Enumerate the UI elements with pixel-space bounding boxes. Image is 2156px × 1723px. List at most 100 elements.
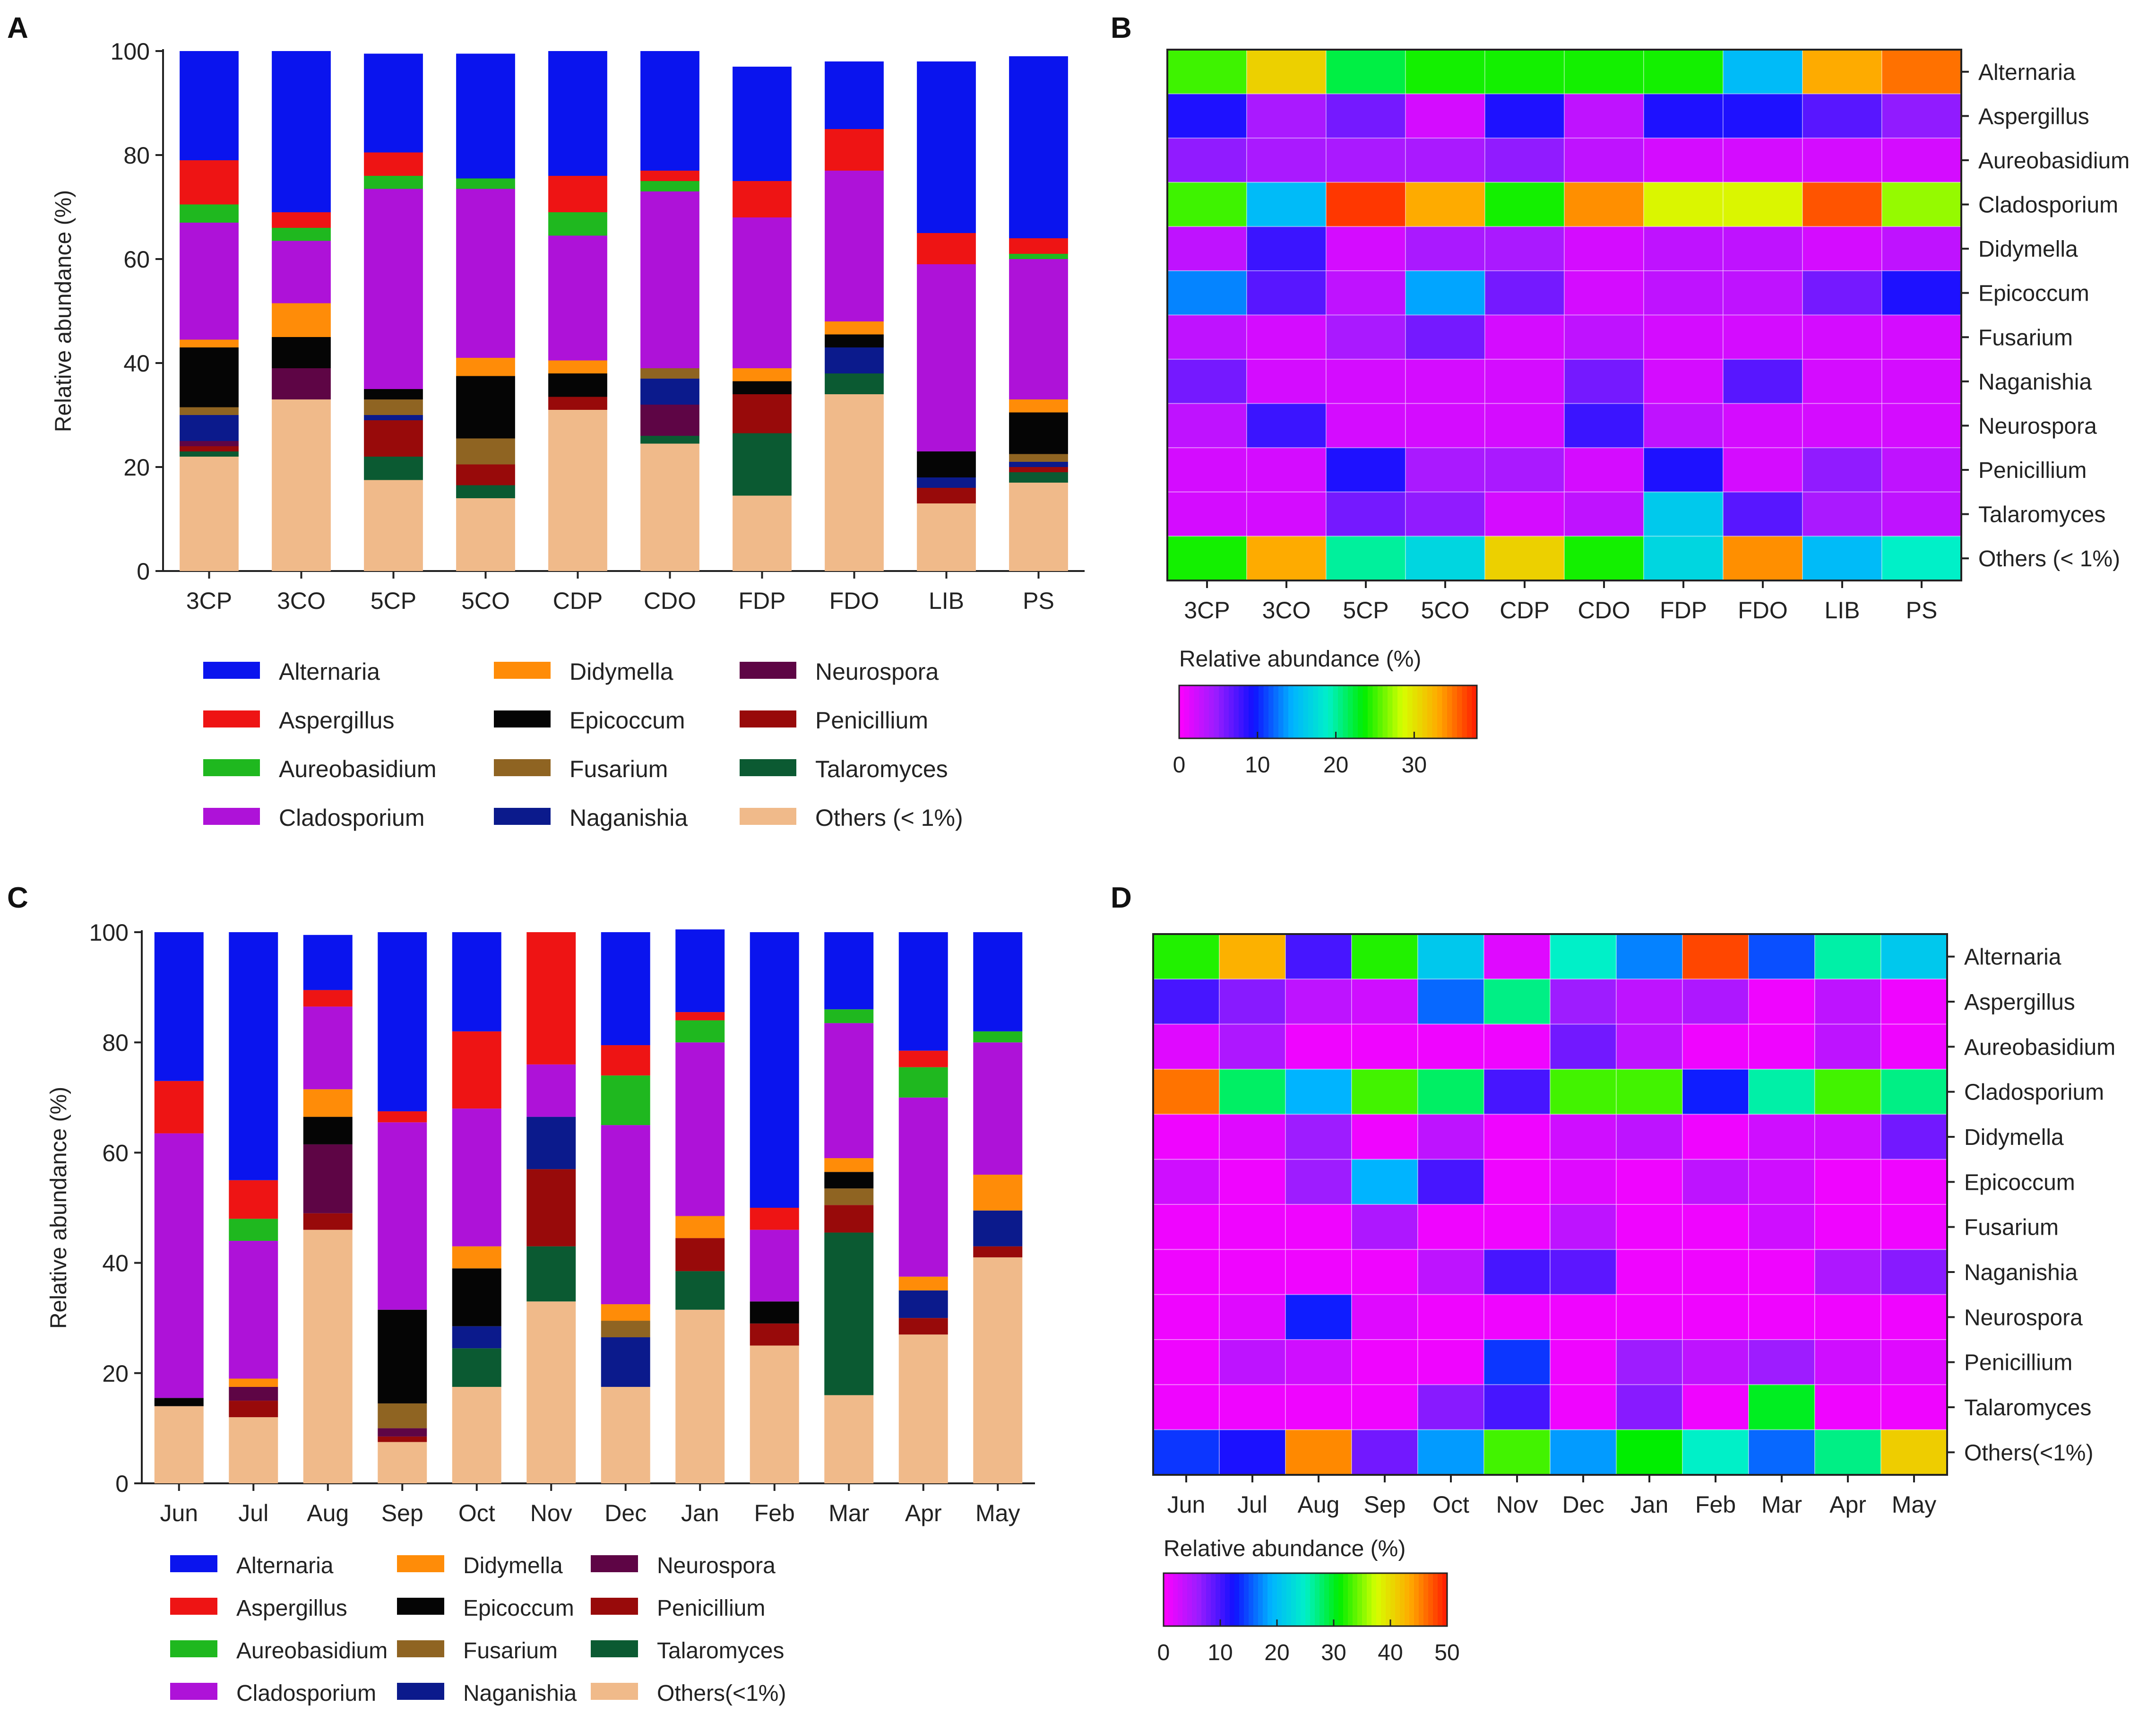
colorbar-gradient-step [1353,685,1358,738]
bar-segment-cladosporium-3co [272,241,331,303]
bar-segment-aureobasidium-cdp [548,212,607,236]
row-label: Naganishia [1978,370,2092,395]
heatmap-cell-epicoccum-jan [1616,1159,1683,1205]
heatmap-cell-cladosporium-feb [1682,1069,1749,1115]
heatmap-cell-talaromyces-5co [1405,491,1485,537]
heatmap-cell-others-1-jan [1616,1429,1683,1476]
bar-segment-alternaria-cdp [548,51,607,176]
heatmap-cell-penicillium-feb [1682,1339,1749,1385]
heatmap-cell-fusarium-jun [1153,1204,1220,1250]
bar-segment-others-nov [526,1301,576,1483]
colorbar-gradient-step [1187,1573,1192,1626]
heatmap-cell-cladosporium-jan [1616,1069,1683,1115]
heatmap-cell-fusarium-jul [1219,1204,1286,1250]
heatmap-cell-didymella-cdp [1484,226,1565,271]
colorbar-gradient-step [1310,1573,1315,1626]
column-label: May [1892,1491,1936,1518]
y-tick-label: 80 [102,1030,129,1056]
heatmap-cell-others-1-5cp [1326,536,1406,581]
bar-segment-neurospora-aug [303,1144,353,1213]
colorbar-gradient-step [1224,685,1229,738]
colorbar-gradient-step [1209,685,1215,738]
heatmap-cell-talaromyces-aug [1285,1384,1352,1430]
bar-segment-fusarium-mar [824,1188,874,1205]
bar-segment-alternaria-sep [378,932,427,1111]
colorbar-gradient-step [1214,685,1219,738]
heatmap-cell-fusarium-aug [1285,1204,1352,1250]
heatmap-cell-didymella-apr [1814,1114,1881,1160]
heatmap-cell-epicoccum-jul [1219,1159,1286,1205]
bar-segment-epicoccum-jun [154,1398,204,1406]
bar-segment-fusarium-dec [601,1321,650,1338]
heatmap-cell-alternaria-fdo [1723,49,1803,95]
bar-segment-others-3co [272,399,331,571]
bar-segment-cladosporium-nov [526,1064,576,1117]
heatmap-cell-neurospora-feb [1682,1294,1749,1341]
y-tick-label: 20 [123,454,150,481]
legend-label: Neurospora [815,658,939,685]
colorbar-gradient-step [1216,1573,1221,1626]
bar-segment-penicillium-cdp [548,397,607,410]
row-label: Talaromyces [1978,502,2105,528]
column-label: 3CP [1184,597,1230,623]
heatmap-cell-alternaria-jan [1616,934,1683,980]
colorbar-frame [1178,684,1478,739]
colorbar-gradient-step [1288,685,1294,738]
bar-segment-naganishia-cdo [640,379,699,405]
legend-swatch-alternaria [203,662,260,679]
colorbar-gradient-step [1259,685,1264,738]
colorbar-gradient-step [1197,1573,1202,1626]
legend-label: Epicoccum [569,707,685,734]
colorbar-gradient-step [1230,1573,1235,1626]
colorbar-tick-label: 30 [1321,1640,1346,1665]
heatmap-cell-naganishia-5co [1405,359,1485,404]
colorbar-tick-label: 30 [1402,753,1427,778]
colorbar-gradient-step [1386,1573,1391,1626]
heatmap-cell-didymella-3co [1246,226,1327,271]
heatmap-cell-alternaria-apr [1814,934,1881,980]
heatmap-cell-cladosporium-mar [1748,1069,1815,1115]
heatmap-cell-epicoccum-cdp [1484,270,1565,316]
row-label: Aureobasidium [1964,1035,2115,1060]
legend-label: Epicoccum [463,1596,574,1621]
heatmap-cell-cladosporium-apr [1814,1069,1881,1115]
heatmap-cell-fusarium-oct [1417,1204,1484,1250]
legend-swatch-others [591,1683,638,1700]
heatmap-cell-aureobasidium-dec [1550,1023,1617,1070]
heatmap-cell-aspergillus-ps [1881,93,1962,139]
bar-segment-aspergillus-cdp [548,176,607,212]
bar-segment-others-aug [303,1229,353,1483]
bar-segment-fusarium-ps [1009,454,1068,462]
heatmap-cell-fusarium-lib [1802,314,1882,360]
bar-segment-others-3cp [180,457,239,571]
heatmap-cell-talaromyces-dec [1550,1384,1617,1430]
y-tick-label: 20 [102,1360,129,1387]
colorbar-tick-label: 10 [1245,753,1270,778]
legend-swatch-epicoccum [494,710,551,727]
legend-label: Naganishia [569,805,688,831]
heatmap-cell-others-1-3cp [1167,536,1247,581]
heatmap-cell-talaromyces-cdp [1484,491,1565,537]
heatmap-cell-talaromyces-3co [1246,491,1327,537]
x-tick-label: 5CO [461,588,510,614]
bar-segment-penicillium-ps [1009,467,1068,472]
heatmap-cell-penicillium-apr [1814,1339,1881,1385]
bar-segment-talaromyces-jan [675,1271,725,1310]
heatmap-cell-penicillium-sep [1351,1339,1418,1385]
colorbar-gradient-step [1293,685,1299,738]
colorbar-gradient-step [1301,1573,1306,1626]
colorbar-gradient-step [1182,1573,1188,1626]
column-label: Mar [1761,1491,1802,1518]
x-tick-label: FDO [829,588,880,614]
column-label: PS [1906,597,1938,623]
heatmap-cell-didymella-jan [1616,1114,1683,1160]
x-tick-label: Aug [307,1500,349,1526]
bar-segment-cladosporium-jul [229,1240,278,1379]
y-tick-label: 0 [115,1471,129,1497]
bar-segment-epicoccum-lib [917,451,976,477]
colorbar-gradient-step [1243,685,1249,738]
colorbar-gradient-step [1372,685,1378,738]
colorbar-gradient-step [1412,685,1418,738]
heatmap-cell-alternaria-oct [1417,934,1484,980]
x-tick-label: Jul [238,1500,268,1526]
